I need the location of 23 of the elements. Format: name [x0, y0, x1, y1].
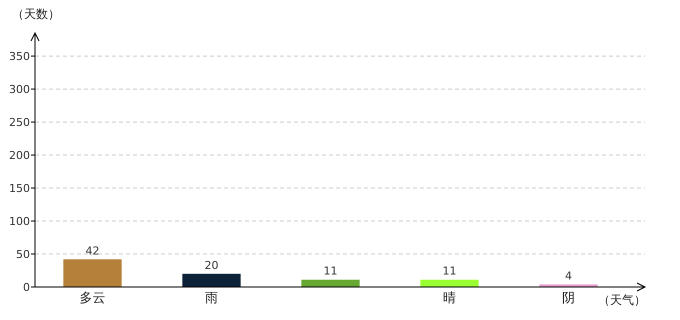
x-tick-label: 雨: [205, 291, 218, 306]
y-axis-title: （天数）: [12, 7, 60, 21]
y-tick-label: 50: [16, 248, 30, 262]
bar: [301, 280, 360, 287]
data-label: 11: [442, 264, 456, 278]
y-tick-label: 300: [9, 83, 30, 96]
x-tick-label: 多云: [80, 291, 106, 306]
data-label: 11: [324, 264, 338, 278]
y-tick-label: 150: [9, 182, 30, 196]
data-label: 42: [86, 244, 100, 258]
bar: [63, 259, 122, 287]
y-tick-label: 250: [9, 116, 30, 130]
y-tick-label: 100: [9, 215, 30, 228]
bar: [182, 274, 241, 287]
x-axis-title: （天气）: [598, 293, 646, 307]
x-tick-label: 阴: [562, 291, 575, 306]
data-label: 4: [565, 269, 572, 282]
y-tick-label: 350: [9, 50, 30, 64]
data-label: 20: [204, 258, 218, 272]
bar: [420, 280, 479, 287]
y-tick-label: 0: [23, 281, 30, 294]
x-tick-label: 晴: [443, 291, 456, 306]
y-tick-label: 200: [9, 149, 30, 162]
